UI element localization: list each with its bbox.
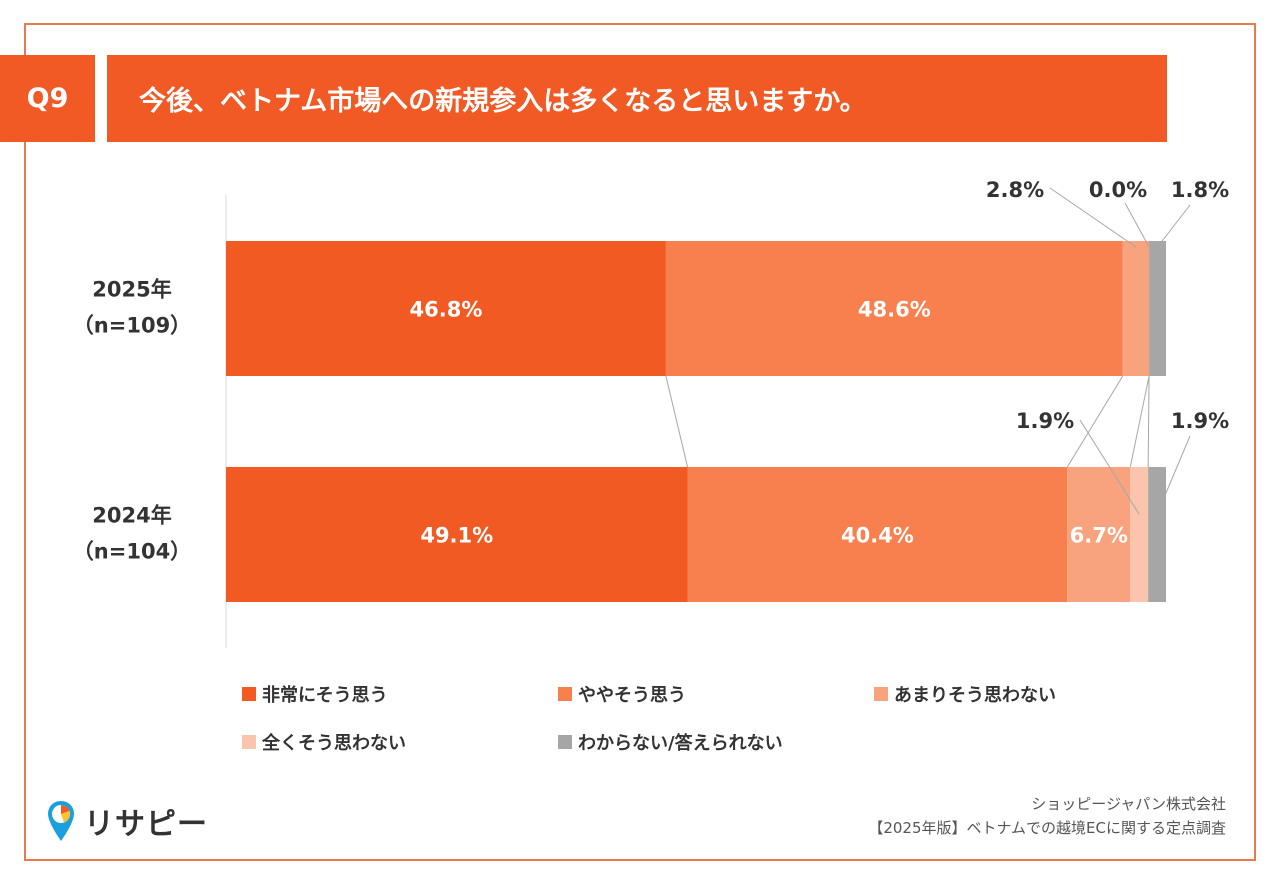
row-label-n: （n=109） [73,314,191,338]
data-label: 48.6% [858,298,931,322]
data-label: 49.1% [420,524,493,548]
callout-label: 1.9% [1016,409,1074,433]
legend-swatch [558,687,572,701]
callout-label: 2.8% [986,178,1044,202]
question-badge: Q9 [0,55,95,142]
bar-segment [1130,467,1149,602]
brand-name: リサピー [84,807,208,842]
series-connector-line [1147,375,1150,468]
callout-label: 1.9% [1171,409,1229,433]
callout-leader-line [1157,204,1191,248]
outer-frame [24,23,1256,861]
row-label-n: （n=104） [73,540,191,564]
legend-label: 全くそう思わない [262,733,406,754]
source-survey: 【2025年版】ベトナムでの越境ECに関する定点調査 [868,819,1226,837]
series-connector-line [665,375,689,468]
legend-item: あまりそう思わない [874,680,1056,708]
callout-leader-line [1049,187,1137,248]
question-title: 今後、ベトナム市場への新規参入は多くなると思いますか。 [107,55,1167,142]
bar-segment [1148,467,1166,602]
legend-swatch [242,687,256,701]
legend-item: 非常にそう思う [242,680,388,708]
bar-segment [1067,467,1131,602]
legend-label: ややそう思う [578,685,686,706]
series-connector-line [1066,375,1124,468]
bar-segment [665,241,1123,376]
source-company: ショッピージャパン株式会社 [1031,795,1226,813]
data-label: 6.7% [1070,524,1128,548]
legend-swatch [242,735,256,749]
data-label: 46.8% [410,298,483,322]
callout-leader-line [1079,419,1140,515]
pin-logo-icon [48,801,74,841]
source-credit: ショッピージャパン株式会社 【2025年版】ベトナムでの越境ECに関する定点調査 [868,792,1226,840]
legend-label: わからない/答えられない [578,733,783,754]
row-label-year: 2025年 [92,278,171,302]
bar-segment [687,467,1068,602]
legend-label: あまりそう思わない [894,685,1056,706]
bar-segment [1122,241,1150,376]
bar-segment [226,241,666,376]
row-label-year: 2024年 [92,504,171,528]
stacked-bar-chart: 2025年 （n=109） 46.8% 48.6% 2024年 （n=104） 49.1% 4… [73,178,1229,648]
callout-label: 1.8% [1171,178,1229,202]
legend-item: ややそう思う [558,680,686,708]
callout-leader-line [1156,435,1191,515]
chart-legend: 非常にそう思う ややそう思う あまりそう思わない全くそう思わない わからない/答えられ… [242,680,1142,770]
legend-label: 非常にそう思う [262,685,388,706]
brand-logo: リサピー [46,796,208,846]
legend-item: 全くそう思わない [242,728,406,756]
legend-swatch [874,687,888,701]
bar-segment [226,467,688,602]
series-connector-line [1129,375,1150,468]
legend-item: わからない/答えられない [558,728,783,756]
callout-label: 0.0% [1089,178,1147,202]
question-title-text: 今後、ベトナム市場への新規参入は多くなると思いますか。 [139,86,867,117]
data-label: 40.4% [841,524,914,548]
bar-segment [1149,241,1166,376]
callout-leader-line [1124,202,1150,248]
legend-swatch [558,735,572,749]
